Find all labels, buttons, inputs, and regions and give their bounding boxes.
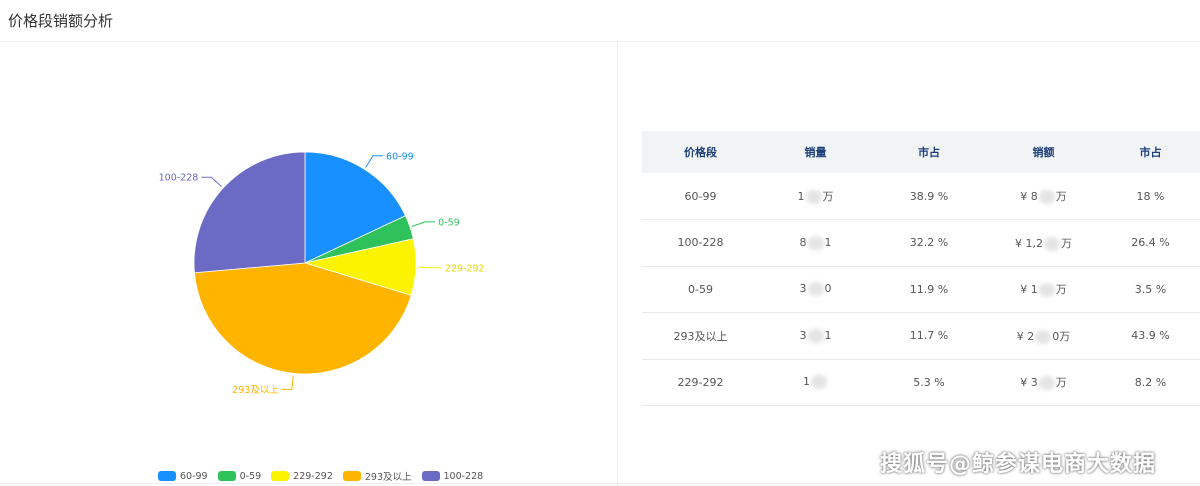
cell-quantity-share: 32.2 % bbox=[872, 219, 986, 267]
masked-amount: ¥ 1,2 万 bbox=[1015, 236, 1072, 251]
legend-label: 60-99 bbox=[180, 470, 208, 482]
pie-slice[interactable] bbox=[304, 151, 406, 264]
watermark-text: 搜狐号@鲸参谋电商大数据 bbox=[880, 452, 1157, 477]
redaction-blur bbox=[807, 235, 824, 250]
cell-quantity-share: 11.7 % bbox=[872, 312, 986, 360]
legend-item[interactable]: 229-292 bbox=[271, 471, 333, 482]
redaction-blur bbox=[1038, 283, 1055, 298]
slice-label: 293及以上 bbox=[232, 385, 279, 396]
table-row: 229-292 1 5.3 % ¥ 3 万 8.2 % bbox=[642, 359, 1200, 406]
cell-amount-share: 26.4 % bbox=[1101, 219, 1200, 267]
pie-slice[interactable] bbox=[193, 262, 412, 375]
label-leader-line bbox=[281, 375, 294, 390]
pie-slice[interactable] bbox=[193, 151, 306, 274]
slice-label: 229-292 bbox=[445, 263, 485, 274]
legend-swatch bbox=[271, 471, 290, 481]
label-leader-line bbox=[411, 221, 436, 227]
redaction-blur bbox=[1044, 236, 1060, 251]
legend-swatch bbox=[158, 471, 176, 481]
column-header-amount-share[interactable]: 市占 bbox=[1101, 131, 1200, 173]
label-leader-line bbox=[417, 266, 442, 269]
masked-amount: ¥ 2 0万 bbox=[1016, 329, 1071, 344]
redaction-blur bbox=[807, 328, 824, 343]
masked-quantity: 1 bbox=[803, 375, 828, 390]
redaction-blur bbox=[811, 375, 827, 390]
legend-label: 293及以上 bbox=[364, 472, 412, 483]
cell-amount-share: 3.5 % bbox=[1101, 266, 1200, 313]
cell-amount: ¥ 2 0万 bbox=[986, 312, 1101, 360]
slice-label: 100-228 bbox=[159, 173, 199, 184]
cell-band: 0-59 bbox=[642, 266, 759, 313]
cell-band: 229-292 bbox=[642, 359, 759, 406]
legend-swatch bbox=[217, 471, 236, 481]
legend-label: 100-228 bbox=[443, 470, 484, 482]
redaction-blur bbox=[805, 190, 822, 204]
legend-item[interactable]: 60-99 bbox=[158, 471, 208, 482]
bottom-divider bbox=[0, 483, 1200, 484]
label-leader-line bbox=[365, 155, 384, 168]
column-header-amount[interactable]: 销额 bbox=[986, 131, 1101, 173]
table-row: 100-228 8 1 32.2 % ¥ 1,2 万 26.4 % bbox=[642, 219, 1200, 267]
slice-label: 0-59 bbox=[438, 217, 460, 228]
legend-item[interactable]: 0-59 bbox=[217, 470, 262, 482]
price-band-table: 价格段 销量 市占 销额 市占 60-99 1 万 38.9 % ¥ 8 万 18 % 100… bbox=[642, 131, 1200, 406]
legend-item[interactable]: 293及以上 bbox=[342, 469, 412, 483]
table-row: 60-99 1 万 38.9 % ¥ 8 万 18 % bbox=[642, 173, 1200, 220]
panel-divider bbox=[617, 42, 618, 486]
cell-quantity-share: 38.9 % bbox=[872, 173, 986, 220]
cell-amount-share: 18 % bbox=[1101, 173, 1200, 220]
column-header-quantity-share[interactable]: 市占 bbox=[872, 131, 986, 173]
panel-header: 价格段销额分析 bbox=[0, 0, 1200, 42]
redaction-blur bbox=[807, 282, 824, 297]
legend-label: 229-292 bbox=[293, 470, 333, 482]
cell-amount-share: 43.9 % bbox=[1101, 312, 1200, 360]
legend-swatch bbox=[342, 471, 361, 481]
redaction-blur bbox=[1038, 190, 1055, 204]
legend-item[interactable]: 100-228 bbox=[421, 470, 484, 482]
page-title: 价格段销额分析 bbox=[8, 12, 114, 30]
table-header-row: 价格段 销量 市占 销额 市占 bbox=[642, 131, 1200, 173]
cell-band: 100-228 bbox=[642, 219, 759, 267]
slice-label: 60-99 bbox=[386, 151, 414, 162]
cell-quantity: 1 bbox=[759, 359, 872, 406]
table-row: 0-59 3 0 11.9 % ¥ 1 万 3.5 % bbox=[642, 266, 1200, 313]
table-row: 293及以上 3 1 11.7 % ¥ 2 0万 43.9 % bbox=[642, 312, 1200, 360]
price-band-table-panel: 价格段 销量 市占 销额 市占 60-99 1 万 38.9 % ¥ 8 万 18 % 100… bbox=[642, 131, 1200, 406]
cell-amount-share: 8.2 % bbox=[1101, 359, 1200, 406]
chart-legend: 60-99 0-59 229-292 293及以上 100-228 bbox=[158, 469, 493, 483]
pie-chart-panel: 60-99 0-59 229-292 293及以上 100-228 bbox=[0, 42, 617, 486]
column-header-band[interactable]: 价格段 bbox=[642, 131, 759, 173]
column-header-quantity[interactable]: 销量 bbox=[759, 131, 872, 173]
redaction-blur bbox=[1038, 376, 1055, 391]
legend-swatch bbox=[421, 471, 440, 481]
cell-amount: ¥ 1,2 万 bbox=[986, 219, 1101, 267]
cell-band: 60-99 bbox=[642, 173, 759, 220]
legend-label: 0-59 bbox=[239, 470, 262, 482]
cell-quantity-share: 5.3 % bbox=[872, 359, 986, 406]
pie-chart: 60-99 0-59 229-292 293及以上 100-228 bbox=[159, 151, 485, 396]
cell-quantity-share: 11.9 % bbox=[872, 266, 986, 313]
label-leader-line bbox=[201, 176, 222, 188]
cell-band: 293及以上 bbox=[642, 312, 759, 360]
redaction-blur bbox=[1035, 329, 1052, 344]
